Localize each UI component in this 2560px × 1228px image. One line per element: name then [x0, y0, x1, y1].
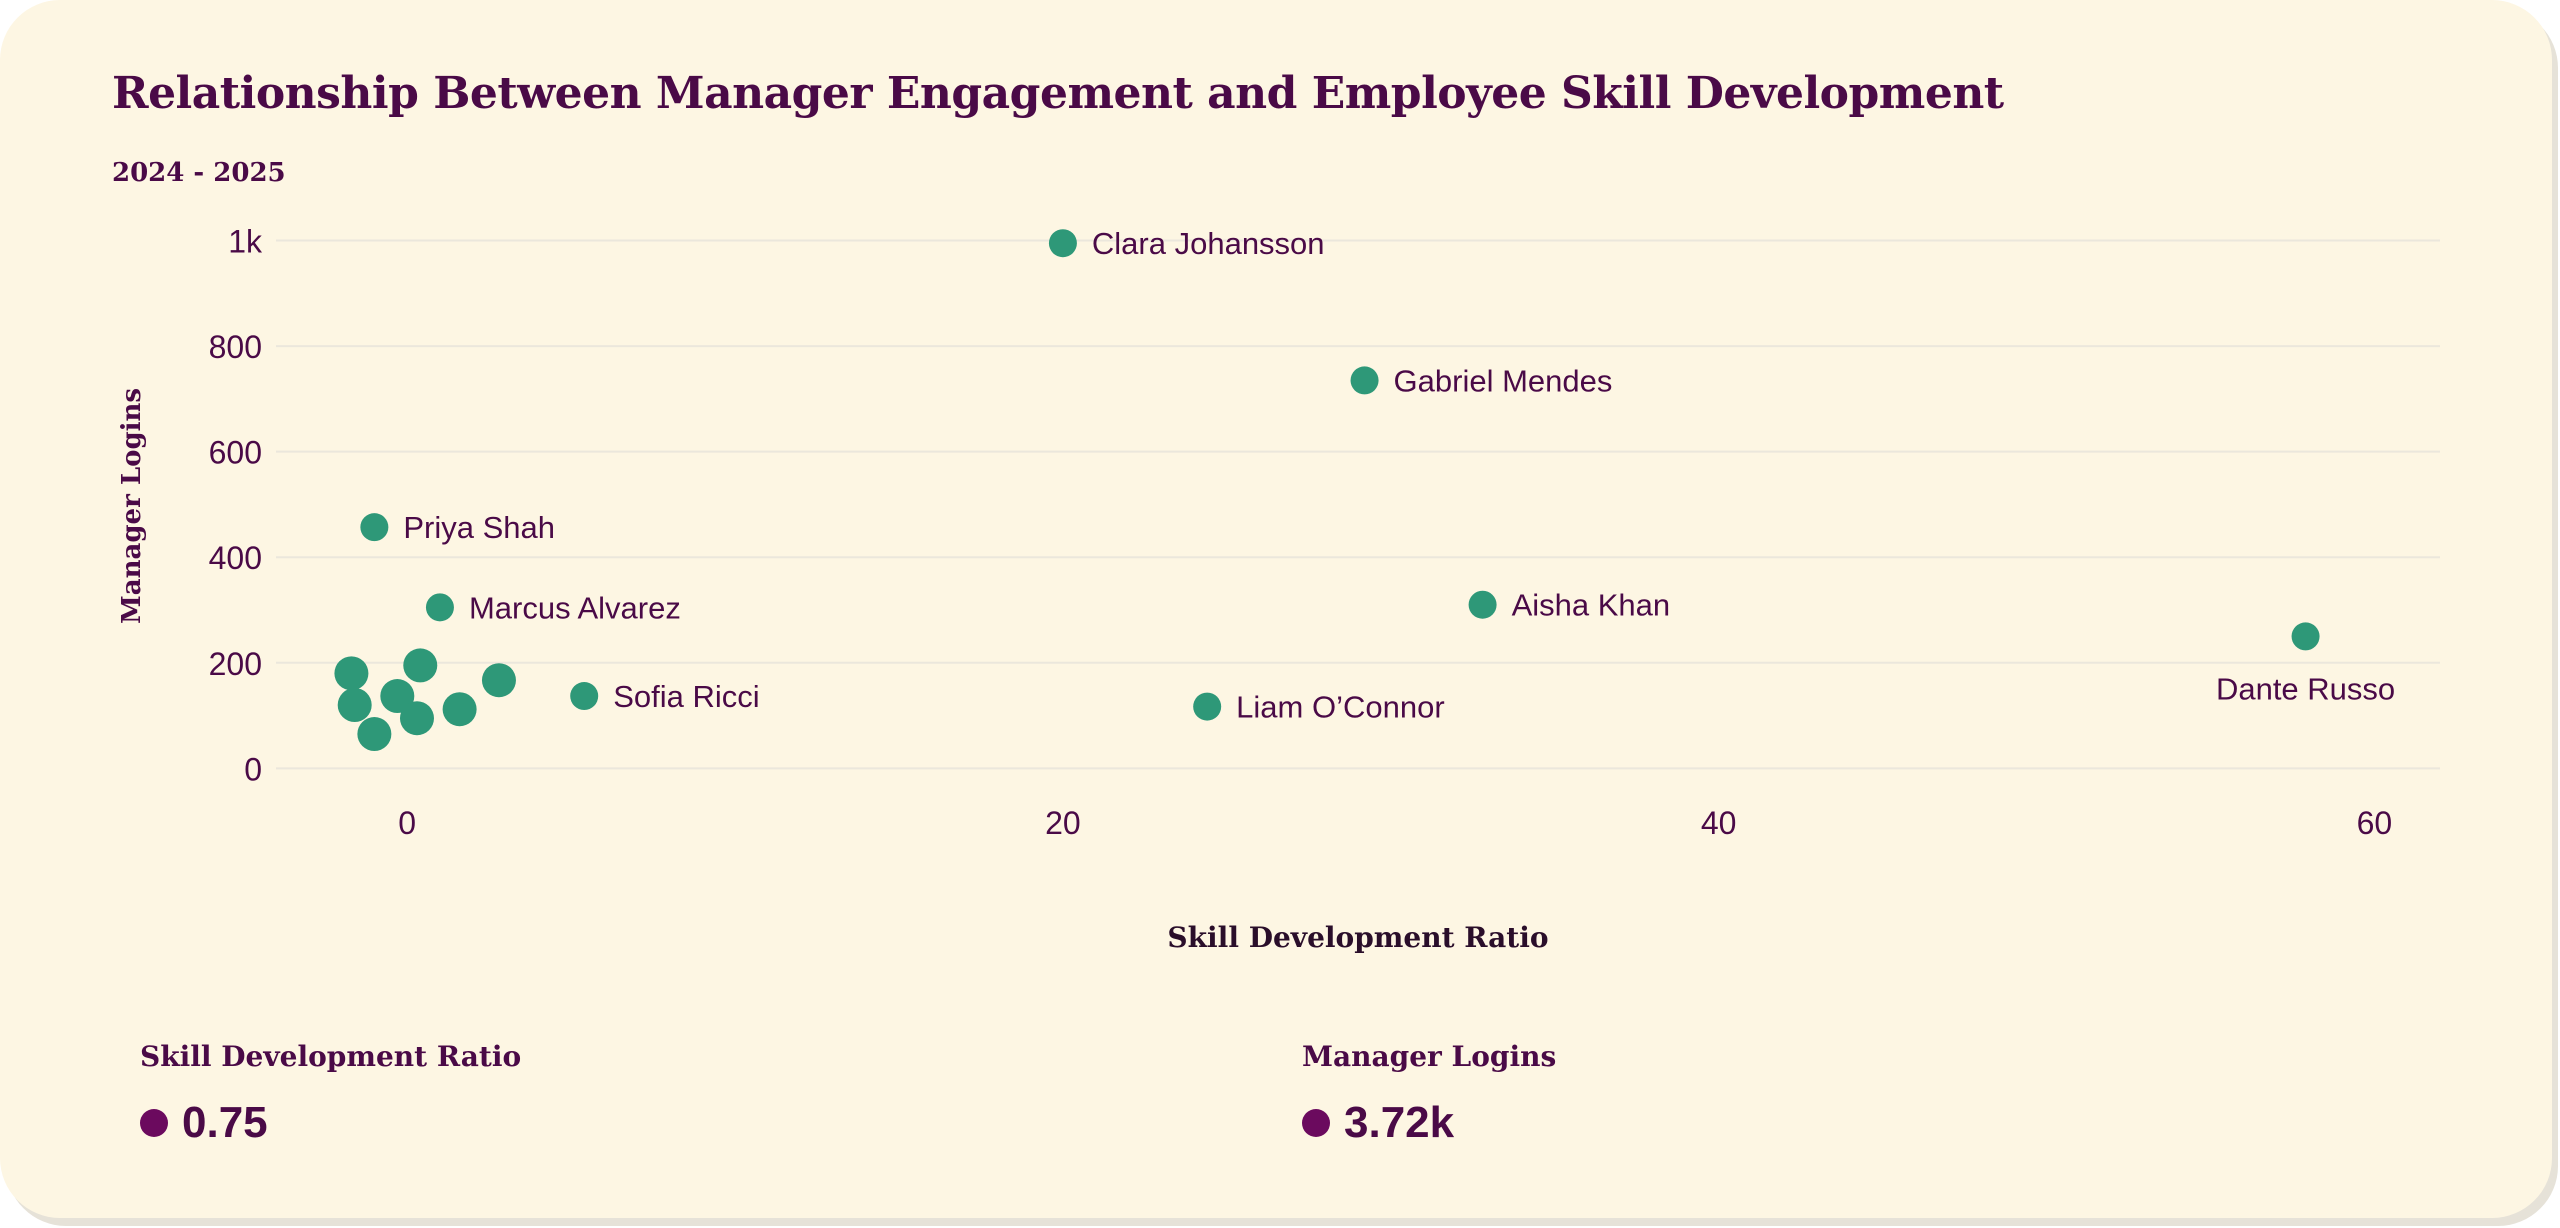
data-point	[380, 679, 415, 714]
data-point	[1048, 229, 1077, 258]
y-tick-label: 400	[209, 540, 262, 576]
data-point	[334, 656, 369, 691]
chart-subtitle: 2024 - 2025	[112, 158, 286, 188]
y-tick-label: 200	[209, 646, 262, 682]
point-label: Sofia Ricci	[613, 679, 759, 714]
kpi-skill-ratio-value: 0.75	[182, 1098, 268, 1147]
data-point	[2291, 622, 2320, 651]
data-point	[357, 717, 392, 752]
data-point	[399, 701, 434, 736]
data-point	[1468, 590, 1497, 619]
data-point	[1193, 692, 1222, 721]
chart-title: Relationship Between Manager Engagement …	[112, 68, 2004, 119]
kpi-manager-logins-value: 3.72k	[1344, 1098, 1455, 1147]
data-point	[337, 688, 372, 722]
y-tick-label: 1k	[228, 224, 263, 260]
y-tick-label: 600	[209, 435, 262, 471]
y-tick-label: 0	[244, 751, 262, 787]
data-point	[425, 593, 454, 622]
y-axis-ticks: 0 200 400 600 800 1k	[209, 224, 263, 788]
data-point	[570, 682, 599, 711]
x-tick-label: 0	[398, 805, 416, 841]
data-points	[334, 229, 2320, 752]
data-point	[403, 648, 438, 683]
x-tick-label: 40	[1701, 805, 1737, 841]
x-axis-title: Skill Development Ratio	[1167, 921, 1548, 954]
data-point	[1350, 366, 1379, 395]
kpi-skill-ratio: 0.75	[140, 1098, 268, 1148]
kpi-manager-logins-label: Manager Logins	[1302, 1040, 1557, 1073]
data-point	[360, 513, 389, 542]
point-label: Marcus Alvarez	[469, 590, 681, 625]
point-label: Priya Shah	[403, 510, 555, 545]
y-tick-label: 800	[209, 329, 262, 365]
scatter-chart: 0 200 400 600 800 1k 0 20 40 60 Clara Johansson G…	[117, 224, 2440, 954]
data-point	[481, 663, 516, 698]
kpi-manager-logins: 3.72k	[1302, 1098, 1454, 1148]
point-labels: Clara Johansson Gabriel Mendes Priya Shah M…	[403, 226, 2395, 724]
x-tick-label: 20	[1045, 805, 1081, 841]
x-tick-label: 60	[2357, 805, 2393, 841]
grid-lines	[276, 239, 2440, 770]
point-label: Dante Russo	[2216, 671, 2395, 706]
x-axis-ticks: 0 20 40 60	[398, 805, 2392, 841]
kpi-skill-ratio-label: Skill Development Ratio	[140, 1040, 522, 1073]
point-label: Gabriel Mendes	[1394, 363, 1613, 398]
data-point	[442, 692, 477, 727]
point-label: Liam O’Connor	[1236, 690, 1444, 725]
y-axis-title: Manager Logins	[117, 388, 147, 624]
kpi-dot-icon	[140, 1109, 168, 1137]
point-label: Aisha Khan	[1512, 588, 1671, 623]
point-label: Clara Johansson	[1092, 226, 1325, 261]
kpi-dot-icon	[1302, 1109, 1330, 1137]
